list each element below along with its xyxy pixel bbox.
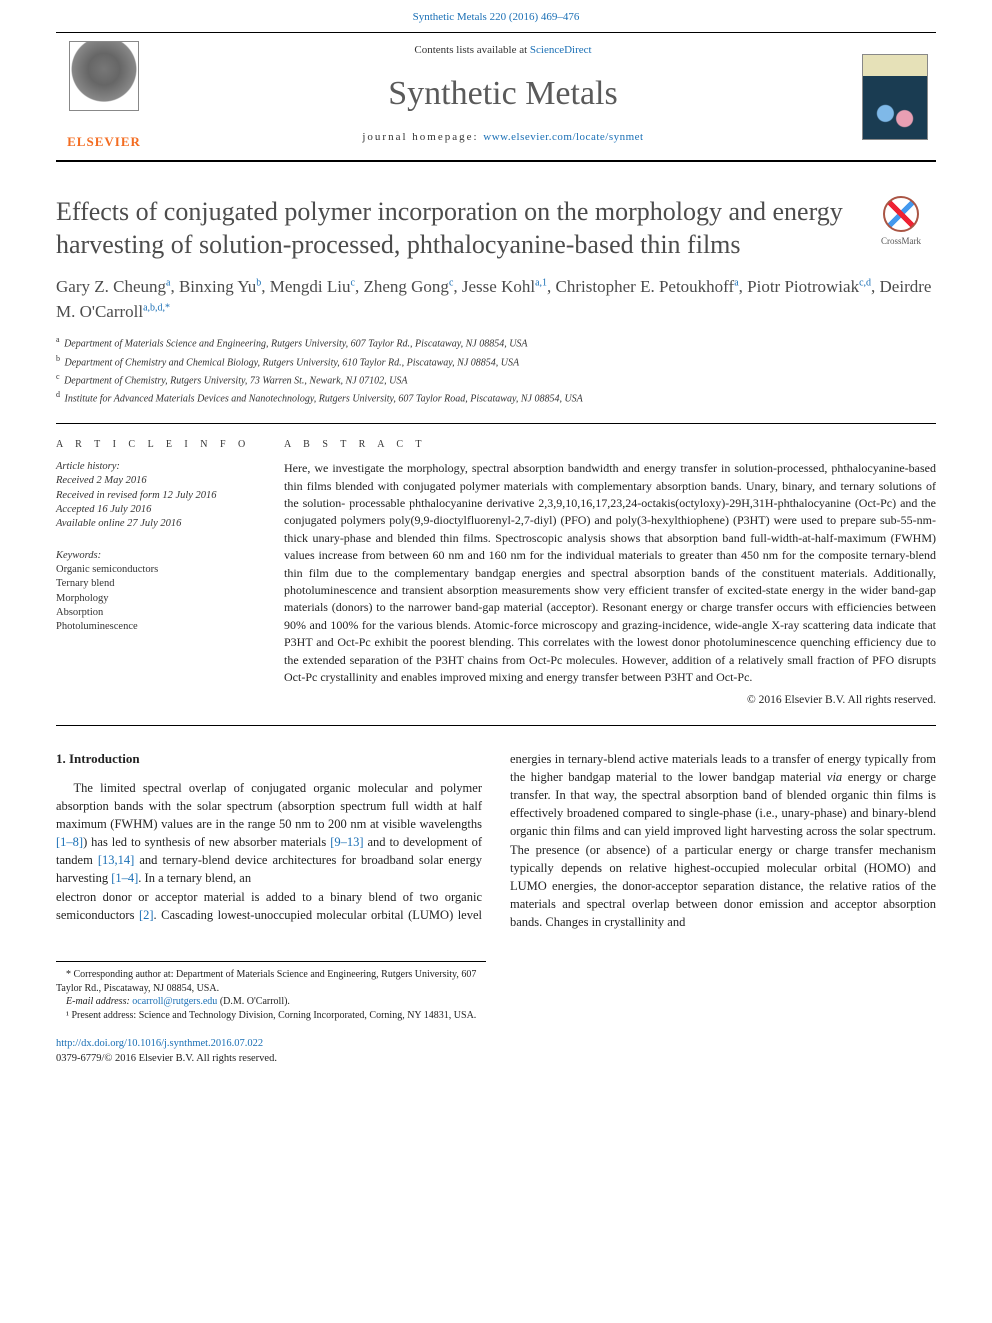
crossmark-label: CrossMark xyxy=(881,236,921,246)
crossmark-badge[interactable]: CrossMark xyxy=(866,196,936,248)
doi-block: http://dx.doi.org/10.1016/j.synthmet.201… xyxy=(56,1036,936,1066)
body-paragraph: The limited spectral overlap of conjugat… xyxy=(56,779,482,888)
affiliation: c Department of Chemistry, Rutgers Unive… xyxy=(56,371,936,388)
history-line: Available online 27 July 2016 xyxy=(56,517,256,531)
email-line: E-mail address: ocarroll@rutgers.edu (D.… xyxy=(56,995,486,1009)
divider xyxy=(56,725,936,726)
sciencedirect-link[interactable]: ScienceDirect xyxy=(530,44,592,56)
article-header: Effects of conjugated polymer incorporat… xyxy=(56,196,936,407)
history-line: Received 2 May 2016 xyxy=(56,474,256,488)
keyword: Ternary blend xyxy=(56,577,256,591)
elsevier-tree-icon xyxy=(69,41,139,111)
ref-link[interactable]: [1–4] xyxy=(111,871,138,885)
keywords-head: Keywords: xyxy=(56,549,256,563)
article-title: Effects of conjugated polymer incorporat… xyxy=(56,196,852,261)
keyword: Organic semiconductors xyxy=(56,563,256,577)
history-head: Article history: xyxy=(56,460,256,474)
authors: Gary Z. Cheunga, Binxing Yub, Mengdi Liu… xyxy=(56,275,936,324)
cover-thumb-wrap xyxy=(854,33,936,160)
keyword: Absorption xyxy=(56,606,256,620)
body-text: 1. Introduction The limited spectral ove… xyxy=(56,750,936,931)
email-who: (D.M. O'Carroll). xyxy=(217,996,290,1007)
top-citation: Synthetic Metals 220 (2016) 469–476 xyxy=(0,0,992,32)
journal-homepage-link[interactable]: www.elsevier.com/locate/synmet xyxy=(483,131,643,143)
publisher-block: ELSEVIER xyxy=(56,33,152,160)
history-line: Accepted 16 July 2016 xyxy=(56,503,256,517)
journal-cover-icon xyxy=(862,54,928,140)
ref-link[interactable]: [2] xyxy=(139,908,154,922)
corresponding-author: * Corresponding author at: Department of… xyxy=(56,968,486,995)
ref-link[interactable]: [9–13] xyxy=(330,835,363,849)
ref-link[interactable]: [13,14] xyxy=(98,853,134,867)
email-label: E-mail address: xyxy=(66,996,132,1007)
elsevier-wordmark: ELSEVIER xyxy=(67,133,141,152)
abstract-label: A B S T R A C T xyxy=(284,438,936,453)
contents-prefix: Contents lists available at xyxy=(414,44,529,56)
masthead: ELSEVIER Contents lists available at Sci… xyxy=(56,32,936,162)
present-address: ¹ Present address: Science and Technolog… xyxy=(56,1009,486,1023)
abstract: A B S T R A C T Here, we investigate the… xyxy=(284,438,936,709)
affiliation: a Department of Materials Science and En… xyxy=(56,334,936,351)
masthead-center: Contents lists available at ScienceDirec… xyxy=(152,33,854,160)
footnotes: * Corresponding author at: Department of… xyxy=(56,961,486,1022)
history-line: Received in revised form 12 July 2016 xyxy=(56,489,256,503)
affiliation: b Department of Chemistry and Chemical B… xyxy=(56,353,936,370)
abstract-copyright: © 2016 Elsevier B.V. All rights reserved… xyxy=(284,692,936,709)
keyword: Morphology xyxy=(56,592,256,606)
divider xyxy=(56,423,936,424)
keyword: Photoluminescence xyxy=(56,620,256,634)
affiliation: d Institute for Advanced Materials Devic… xyxy=(56,389,936,406)
journal-name: Synthetic Metals xyxy=(152,69,854,118)
ref-link[interactable]: [1–8] xyxy=(56,835,83,849)
crossmark-icon xyxy=(883,196,919,232)
homepage-prefix: journal homepage: xyxy=(362,131,483,143)
abstract-text: Here, we investigate the morphology, spe… xyxy=(284,460,936,686)
doi-link[interactable]: http://dx.doi.org/10.1016/j.synthmet.201… xyxy=(56,1038,263,1049)
affiliations: a Department of Materials Science and En… xyxy=(56,334,936,406)
section-heading: 1. Introduction xyxy=(56,750,482,769)
article-history: Article history: Received 2 May 2016Rece… xyxy=(56,460,256,531)
issn-line: 0379-6779/© 2016 Elsevier B.V. All right… xyxy=(56,1053,277,1064)
keywords: Keywords: Organic semiconductorsTernary … xyxy=(56,549,256,634)
article-info-label: A R T I C L E I N F O xyxy=(56,438,256,453)
contents-line: Contents lists available at ScienceDirec… xyxy=(152,43,854,59)
article-info: A R T I C L E I N F O Article history: R… xyxy=(56,438,256,709)
email-link[interactable]: ocarroll@rutgers.edu xyxy=(132,996,217,1007)
homepage-line: journal homepage: www.elsevier.com/locat… xyxy=(152,130,854,146)
